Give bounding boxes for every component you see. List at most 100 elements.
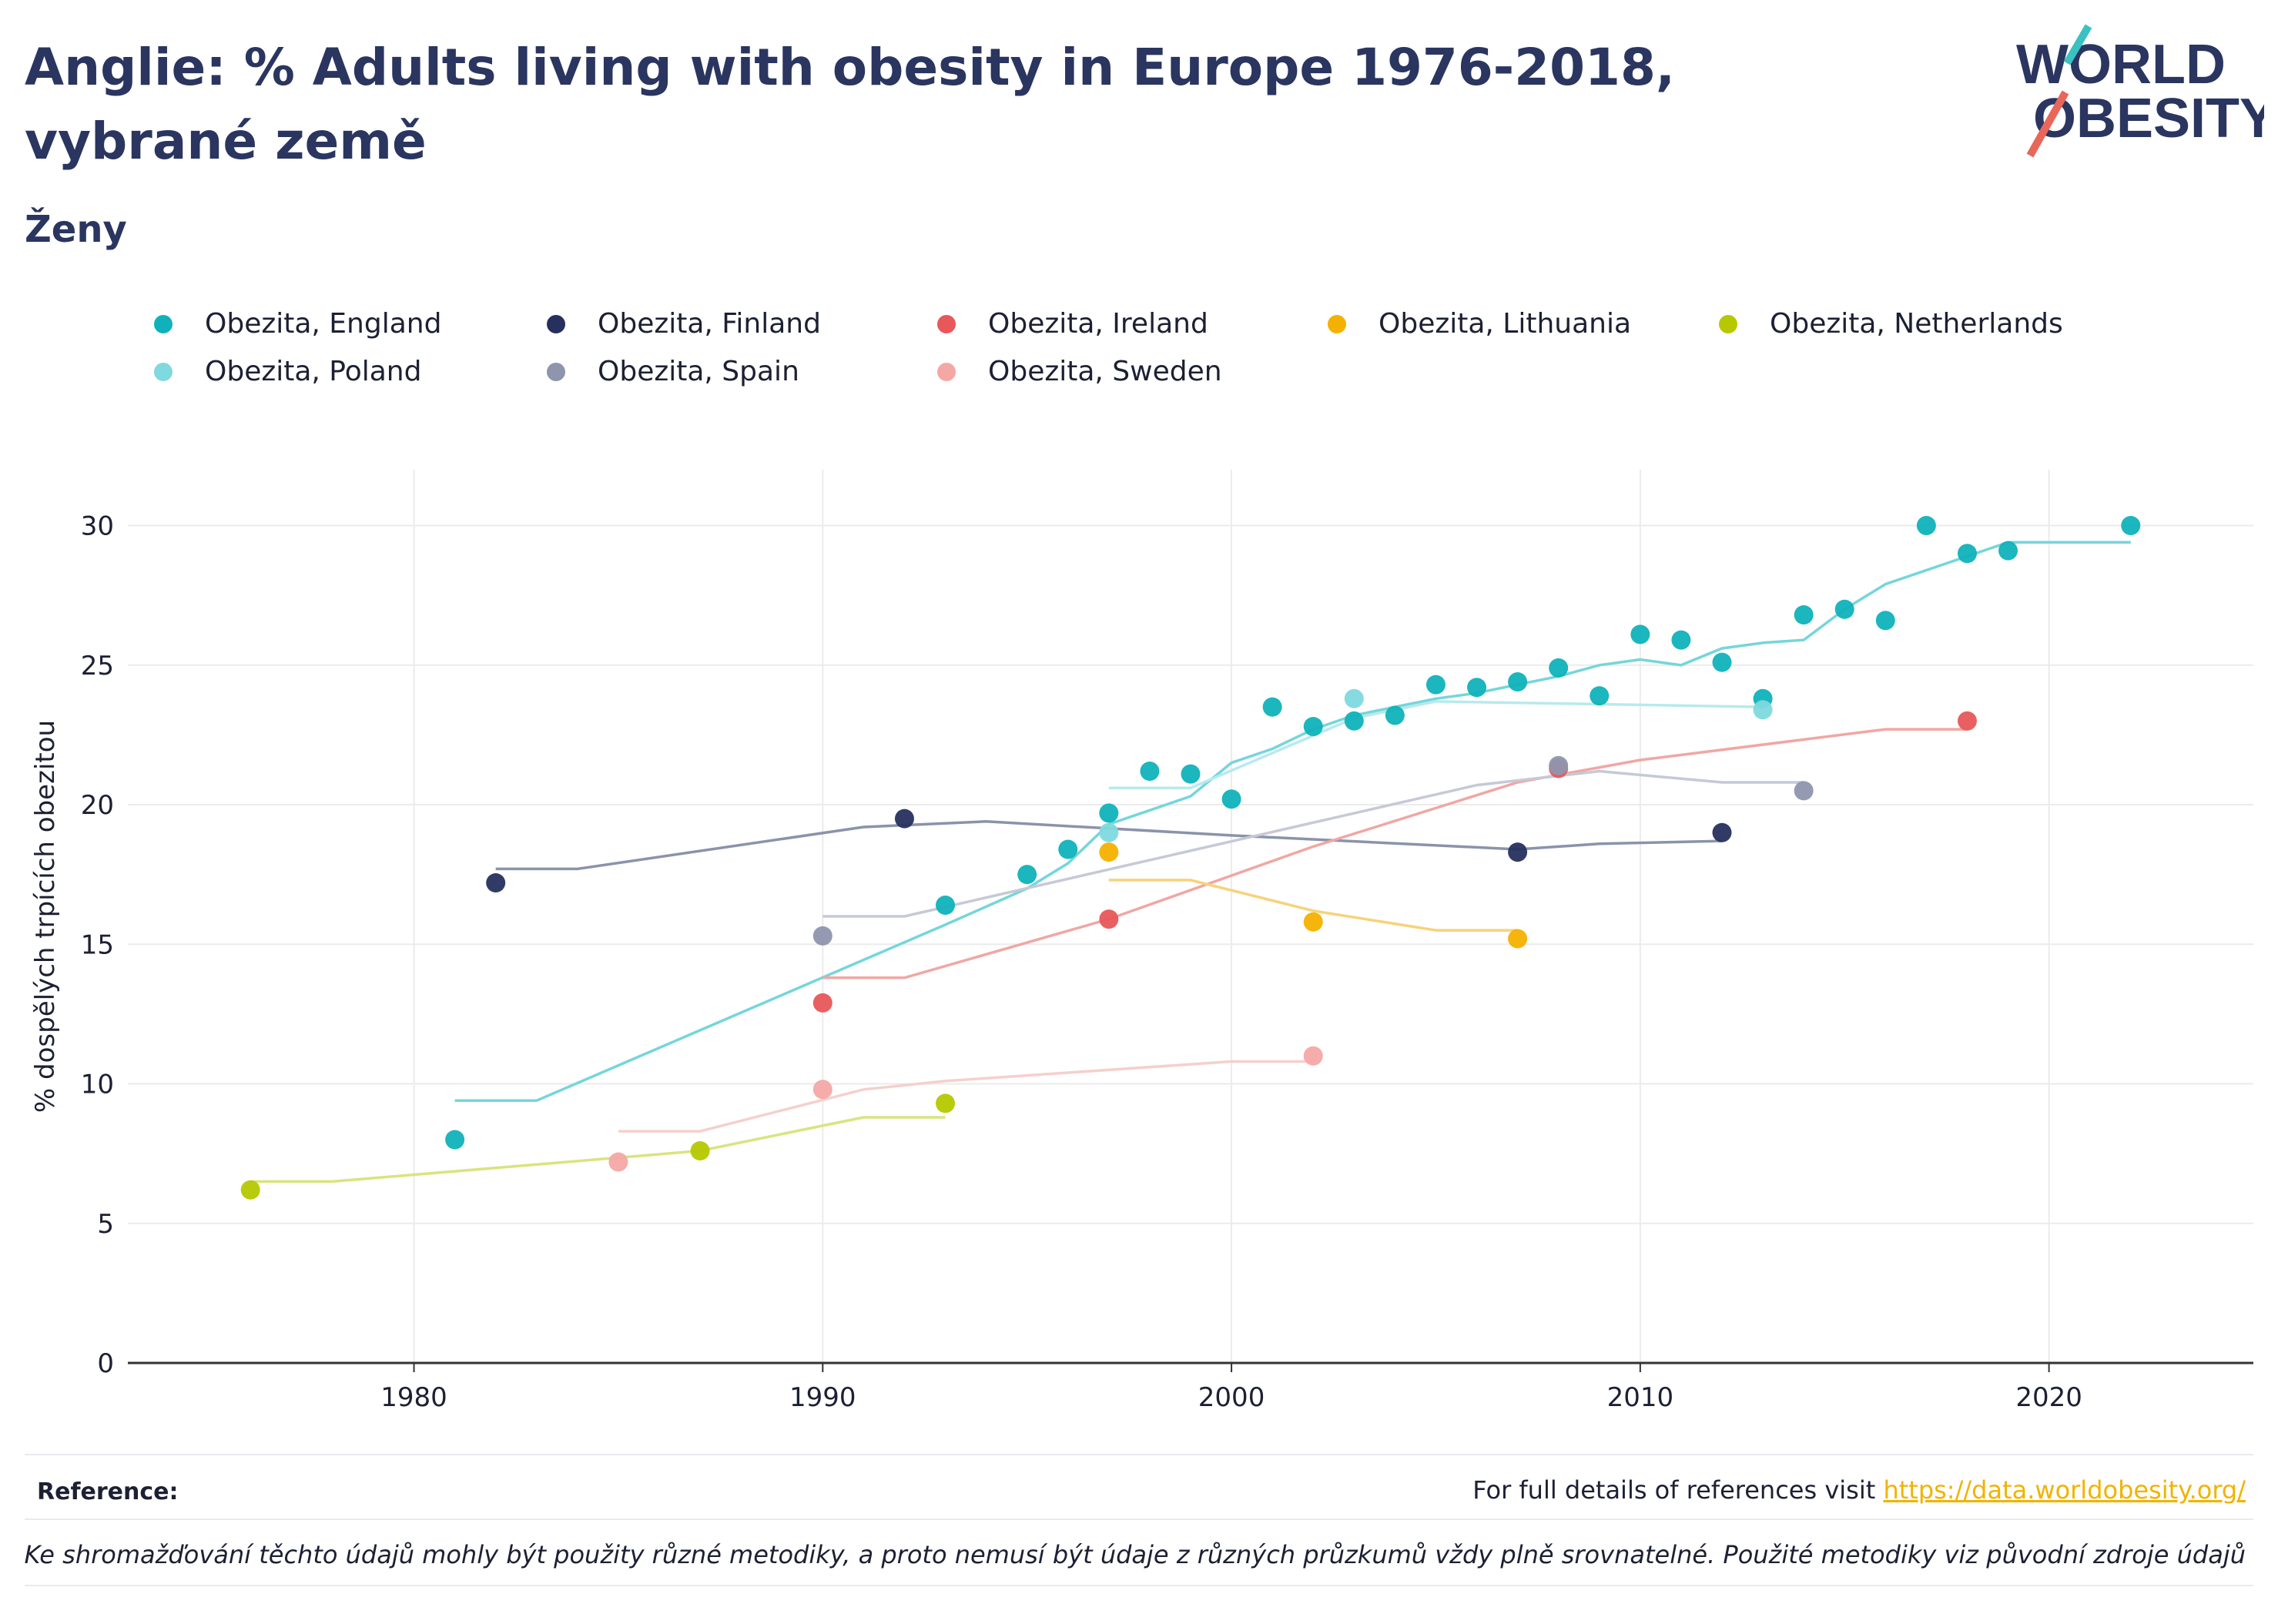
y-tick-label: 10 xyxy=(81,1070,114,1100)
legend-item: Obezita, Poland xyxy=(154,356,421,387)
y-tick-label: 20 xyxy=(81,790,114,821)
x-tick-label: 1990 xyxy=(789,1382,856,1413)
data-point xyxy=(1385,705,1405,725)
data-point xyxy=(936,1093,956,1113)
data-point xyxy=(936,896,956,915)
data-point xyxy=(1508,929,1528,949)
data-point xyxy=(812,1080,832,1100)
series-trend-line xyxy=(454,541,2131,1103)
chart-plot: 0 5 10 15 20 25 30 1980 1990 2000 2010 2020 % dospěl… xyxy=(30,470,2253,1413)
reference-text: For full details of references visit htt… xyxy=(1472,1475,2246,1505)
data-point xyxy=(894,809,914,829)
data-point xyxy=(1508,842,1528,862)
data-point xyxy=(240,1180,260,1200)
legend-swatch xyxy=(154,314,173,333)
x-tick-label: 1980 xyxy=(380,1382,447,1413)
data-point xyxy=(1590,686,1610,706)
data-point xyxy=(1221,789,1241,809)
x-tick-label: 2000 xyxy=(1198,1382,1265,1413)
y-axis-label: % dospělých trpících obezitou xyxy=(30,720,61,1113)
data-point xyxy=(812,926,832,946)
page-title: Anglie: % Adults living with obesity in … xyxy=(25,38,1675,171)
data-point xyxy=(1712,822,1732,842)
logo-line2: OBESITY xyxy=(2033,88,2264,149)
data-point xyxy=(1181,764,1201,784)
data-point xyxy=(608,1152,628,1172)
data-point xyxy=(1549,658,1569,678)
footer-divider-2 xyxy=(25,1519,2253,1520)
data-point xyxy=(1303,717,1323,736)
legend-label: Obezita, Spain xyxy=(598,356,799,387)
data-point xyxy=(445,1130,465,1150)
legend-item: Obezita, England xyxy=(154,308,441,340)
data-point xyxy=(1303,912,1323,932)
data-point xyxy=(1099,822,1119,842)
data-point xyxy=(1549,755,1569,775)
logo-teal-slash xyxy=(2063,24,2092,65)
data-point xyxy=(1957,544,1977,564)
legend-swatch xyxy=(547,362,565,381)
footer-divider-3 xyxy=(25,1585,2253,1586)
data-point xyxy=(1467,678,1487,698)
data-point xyxy=(1344,711,1364,731)
logo-line1: WORLD xyxy=(2016,34,2226,95)
legend-item: Obezita, Sweden xyxy=(937,356,1222,387)
legend-label: Obezita, Lithuania xyxy=(1379,308,1632,340)
legend-item: Obezita, Lithuania xyxy=(1328,308,1631,340)
legend-swatch xyxy=(154,362,173,381)
x-tick-label: 2010 xyxy=(1607,1382,1674,1413)
data-point xyxy=(2121,516,2141,535)
data-point xyxy=(1630,624,1650,645)
data-point xyxy=(1099,909,1119,929)
data-point xyxy=(1753,700,1773,720)
data-point xyxy=(1140,762,1160,781)
logo-red-slash xyxy=(2026,90,2069,158)
legend-label: Obezita, Netherlands xyxy=(1770,308,2063,340)
legend-item: Obezita, Spain xyxy=(547,356,799,387)
series-trend-line xyxy=(822,728,1968,979)
data-point xyxy=(1425,675,1446,695)
data-point xyxy=(1262,697,1282,717)
world-obesity-logo: WORLD OBESITY xyxy=(2016,24,2264,158)
data-point xyxy=(1099,803,1119,823)
data-point xyxy=(1099,842,1119,862)
data-point xyxy=(1998,541,2018,561)
legend-label: Obezita, Poland xyxy=(205,356,422,387)
reference-text-label: For full details of references visit xyxy=(1472,1475,1884,1505)
legend-swatch xyxy=(1328,314,1346,333)
series-trend-line xyxy=(618,1060,1314,1133)
data-point xyxy=(1344,688,1364,708)
chart-legend: Obezita, England Obezita, Finland Obezita,… xyxy=(154,308,2195,408)
data-point xyxy=(1834,599,1854,619)
legend-swatch xyxy=(937,362,956,381)
y-tick-label: 30 xyxy=(81,511,114,542)
data-point xyxy=(812,993,832,1013)
reference-link[interactable]: https://data.worldobesity.org/ xyxy=(1883,1475,2246,1505)
data-point xyxy=(1794,781,1814,801)
data-point xyxy=(1916,516,1936,535)
data-point xyxy=(1058,839,1078,859)
data-point xyxy=(1957,711,1977,731)
legend-swatch xyxy=(547,314,565,333)
methodology-disclaimer: Ke shromažďování těchto údajů mohly být … xyxy=(24,1540,2246,1569)
legend-item: Obezita, Finland xyxy=(547,308,821,340)
data-point xyxy=(1794,605,1814,624)
data-point xyxy=(1875,611,1895,631)
legend-label: Obezita, Ireland xyxy=(988,308,1208,340)
legend-label: Obezita, England xyxy=(205,308,442,340)
reference-label: Reference: xyxy=(37,1478,179,1505)
series-trend-line xyxy=(822,769,1804,918)
chart-subtitle: Ženy xyxy=(25,208,127,251)
series-trend-line xyxy=(1108,879,1518,932)
data-point xyxy=(1508,672,1528,691)
y-tick-label: 15 xyxy=(81,929,114,960)
legend-swatch xyxy=(937,314,956,333)
legend-item: Obezita, Ireland xyxy=(937,308,1208,340)
data-point xyxy=(1303,1046,1323,1066)
data-point xyxy=(690,1141,710,1160)
legend-label: Obezita, Finland xyxy=(598,308,821,340)
legend-label: Obezita, Sweden xyxy=(988,356,1222,387)
data-point xyxy=(1712,652,1732,672)
y-tick-label: 0 xyxy=(97,1348,114,1379)
series-trend-line xyxy=(1108,700,1764,790)
